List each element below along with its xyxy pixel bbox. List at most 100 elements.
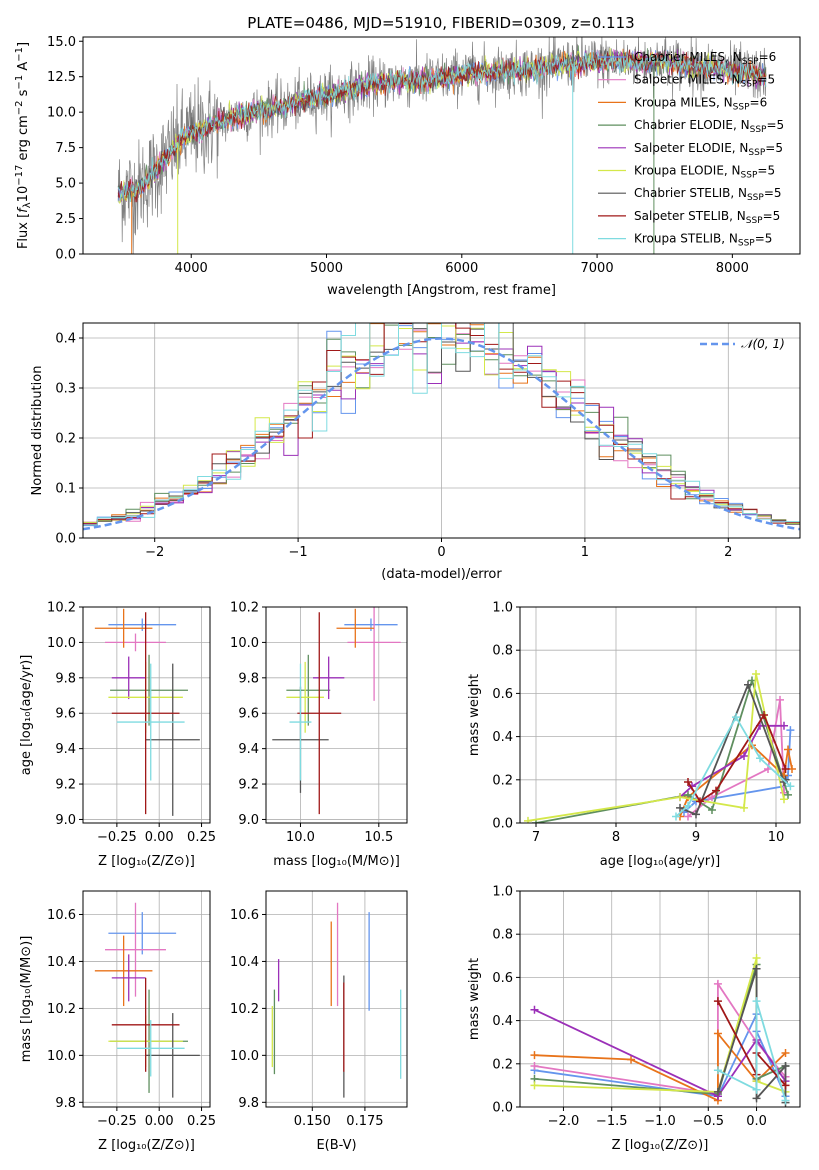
legend-label-tail: =5 bbox=[763, 209, 781, 223]
mass_vs_EBV-ytick-label: 10.4 bbox=[230, 955, 259, 970]
legend-label-sub: SSP bbox=[738, 239, 755, 249]
residuals-ytick-label: 0.4 bbox=[55, 332, 76, 347]
weight_vs_age-xtick-label: 7 bbox=[532, 830, 540, 845]
weight_vs_Z-series-marker bbox=[781, 1096, 790, 1105]
spectrum-ylabel-part: ] bbox=[16, 42, 31, 47]
weight_vs_age-border bbox=[519, 606, 801, 824]
weight_vs_Z-series-marker bbox=[752, 1085, 761, 1094]
weight_vs_Z-series-marker bbox=[713, 1029, 722, 1038]
weight_vs_age-ytick-label: 0.0 bbox=[492, 817, 513, 832]
age_vs_Z-ytick-label: 9.0 bbox=[55, 813, 76, 828]
weight_vs_age-series-marker bbox=[756, 754, 764, 763]
legend-label-sub: SSP bbox=[748, 148, 765, 158]
weight_vs_Z-xlabel: Z [log₁₀(Z/Z⊙)] bbox=[612, 1138, 709, 1153]
legend-label-main: Salpeter ELODIE, N bbox=[634, 141, 748, 155]
weight_vs_age-series-marker bbox=[744, 680, 752, 689]
age_vs_mass-xtick-label: 10.5 bbox=[364, 830, 393, 845]
weight_vs_age-series-marker bbox=[708, 806, 716, 815]
mass_vs_EBV-border bbox=[265, 890, 408, 1108]
legend-label-sub: SSP bbox=[742, 57, 759, 67]
age_vs_Z-ytick-label: 10.0 bbox=[47, 636, 76, 651]
legend-label-tail: =5 bbox=[765, 141, 783, 155]
spectrum-ylabel-part: −17 bbox=[14, 165, 25, 186]
age_vs_Z-ytick-label: 9.4 bbox=[55, 742, 76, 757]
mass_vs_Z-ytick-label: 9.8 bbox=[55, 1096, 76, 1111]
residuals-xtick-label: −2 bbox=[145, 545, 164, 560]
residuals-xtick-label: 1 bbox=[581, 545, 589, 560]
spectrum-xtick-label: 7000 bbox=[581, 261, 614, 276]
mass_vs_Z-ylabel: mass [log₁₀(M/M⊙)] bbox=[19, 936, 34, 1063]
legend-label: Chabrier MILES, NSSP=6 bbox=[634, 50, 776, 67]
weight_vs_age-series-line bbox=[527, 673, 785, 822]
mass_vs_EBV-axes bbox=[266, 891, 407, 1107]
figure-title: PLATE=0486, MJD=51910, FIBERID=0309, z=0… bbox=[247, 14, 634, 32]
weight_vs_Z-xtick-label: −2.0 bbox=[548, 1114, 580, 1129]
mass_vs_Z-points bbox=[94, 902, 200, 1098]
legend-label-tail: =5 bbox=[764, 186, 782, 200]
weight_vs_Z-series bbox=[530, 953, 790, 1107]
mass_vs_Z-border bbox=[82, 890, 211, 1108]
mass_vs_Z-ytick-label: 10.6 bbox=[47, 908, 76, 923]
weight_vs_age-ytick-label: 0.8 bbox=[492, 644, 513, 659]
legend-label: Chabrier STELIB, NSSP=5 bbox=[634, 186, 782, 203]
spectrum-ylabel-part: A bbox=[16, 62, 31, 75]
weight_vs_Z-series-marker bbox=[530, 1061, 539, 1070]
mass_vs_Z-xlabel: Z [log₁₀(Z/Z⊙)] bbox=[98, 1138, 195, 1153]
weight_vs_Z-xtick-label: −0.5 bbox=[692, 1114, 724, 1129]
mass_vs_Z-ytick-label: 10.4 bbox=[47, 955, 76, 970]
weight_vs_age-series-marker bbox=[781, 765, 790, 773]
age_vs_Z-ytick-label: 9.2 bbox=[55, 778, 76, 793]
weight_vs_age-series-marker bbox=[740, 803, 748, 812]
weight_vs_Z-series-marker bbox=[530, 1081, 539, 1090]
weight_vs_age-series-marker bbox=[780, 795, 788, 804]
mass_vs_Z-xtick-label: 0.25 bbox=[187, 1114, 216, 1129]
weight_vs_Z-series-marker bbox=[530, 1005, 539, 1014]
weight_vs_Z-series-marker bbox=[627, 1055, 636, 1064]
weight_vs_age-series-marker bbox=[776, 695, 784, 704]
age_vs_Z-ylabel: age [log₁₀(age/yr)] bbox=[19, 655, 34, 776]
age_vs_mass-points bbox=[272, 607, 401, 815]
weight_vs_Z-series-marker bbox=[752, 1094, 761, 1103]
mass_vs_Z-frame: −0.25 0.00 0.25 9.8 10.0 10.2 10.4 10.6 bbox=[47, 890, 216, 1129]
spectrum-xlabel: wavelength [Angstrom, rest frame] bbox=[327, 283, 556, 298]
weight_vs_Z-series-marker bbox=[530, 1051, 539, 1060]
weight_vs_age-series-marker bbox=[752, 669, 760, 678]
legend-label-main: Salpeter STELIB, N bbox=[634, 209, 746, 223]
legend-label: Salpeter STELIB, NSSP=5 bbox=[634, 209, 780, 226]
weight_vs_age-series-marker bbox=[676, 793, 684, 802]
spectrum-ytick-label: 5.0 bbox=[55, 177, 76, 192]
spectrum-xtick-label: 4000 bbox=[175, 261, 208, 276]
legend-label-sub: SSP bbox=[733, 102, 750, 112]
legend-label-sub: SSP bbox=[741, 80, 758, 90]
weight_vs_age-series-marker bbox=[708, 793, 716, 802]
weight_vs_age-series-line bbox=[535, 677, 789, 823]
legend-label-tail: =5 bbox=[757, 164, 775, 178]
age_vs_Z-ytick-label: 9.6 bbox=[55, 707, 76, 722]
age_vs_Z-xtick-label: −0.25 bbox=[97, 830, 137, 845]
weight_vs_age-ytick-label: 0.6 bbox=[492, 687, 513, 702]
spectrum-ylabel-part: λ bbox=[22, 202, 33, 208]
weight_vs_Z-ytick-label: 0.8 bbox=[492, 928, 513, 943]
spectrum-ytick-label: 12.5 bbox=[47, 70, 76, 85]
legend-label-main: Chabrier STELIB, N bbox=[634, 186, 747, 200]
weight_vs_Z-series-line bbox=[534, 1008, 787, 1098]
normal-curve bbox=[83, 337, 800, 531]
age_vs_Z-ytick-label: 10.2 bbox=[47, 601, 76, 616]
weight_vs_age-frame: 7 8 9 10 0.0 0.2 0.4 0.6 0.8 1.0 bbox=[492, 601, 801, 845]
weight_vs_Z-ytick-label: 0.6 bbox=[492, 971, 513, 986]
age_vs_mass-axes bbox=[266, 606, 407, 823]
weight_vs_Z-xtick-label: 0.0 bbox=[746, 1114, 767, 1129]
weight_vs_age-ytick-label: 0.2 bbox=[492, 773, 513, 788]
legend-label-sub: SSP bbox=[741, 171, 758, 181]
residuals-ytick-label: 0.3 bbox=[55, 382, 76, 397]
age_vs_mass-xlabel: mass [log₁₀(M/M⊙)] bbox=[273, 854, 400, 869]
residual-histograms bbox=[83, 323, 800, 531]
weight_vs_Z-ytick-label: 1.0 bbox=[492, 885, 513, 900]
weight_vs_age-series-marker bbox=[786, 782, 795, 791]
spectrum-model-line bbox=[117, 50, 767, 203]
spectrum-frame: 4000 5000 6000 7000 8000 0.0 2.5 5.0 7.5 10.0 12.5… bbox=[47, 35, 801, 276]
weight_vs_age-ylabel: mass weight bbox=[467, 674, 482, 756]
legend-label-tail: =5 bbox=[755, 232, 773, 246]
weight_vs_Z-series-marker bbox=[781, 1081, 790, 1090]
weight_vs_Z-series-marker bbox=[781, 1061, 790, 1070]
